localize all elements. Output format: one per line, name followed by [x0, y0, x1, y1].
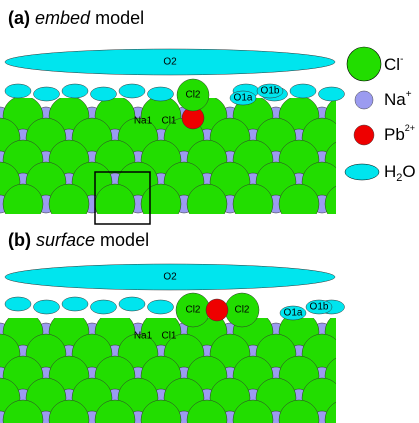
- site-label: Cl2: [185, 305, 200, 316]
- na-ion: [405, 323, 419, 341]
- site-label: Na1: [134, 116, 153, 127]
- legend-label: H2O: [384, 162, 416, 183]
- cl-ion: [325, 184, 365, 224]
- cl-ion: [49, 184, 89, 224]
- lattice-a: [0, 96, 419, 224]
- na-ion: [382, 389, 400, 407]
- cl-ion: [233, 184, 273, 224]
- legend-label: Pb2+: [384, 123, 415, 144]
- water: [34, 87, 60, 101]
- cl-ion: [187, 184, 227, 224]
- site-label: O1b: [310, 302, 329, 313]
- water: [5, 84, 31, 98]
- na-ion: [382, 345, 400, 363]
- cl-ion: [371, 184, 411, 224]
- na-ion: [405, 367, 419, 385]
- water: [62, 84, 88, 98]
- legend-label: Cl-: [384, 54, 403, 75]
- site-label: Cl2: [234, 305, 249, 316]
- figure: (a) embed model (b) surface model Cl- Na…: [0, 0, 419, 423]
- water: [319, 87, 345, 101]
- site-label: O2: [163, 57, 177, 68]
- panel-title: (a) embed model: [8, 8, 144, 28]
- na-ion: [405, 107, 419, 125]
- site-label: Cl2: [185, 90, 200, 101]
- cl-ion: [95, 184, 135, 224]
- water: [119, 84, 145, 98]
- na-ion: [336, 389, 354, 407]
- cl-ion: [371, 312, 411, 352]
- legend-label: Na+: [384, 89, 412, 110]
- site-label: O1b: [261, 86, 280, 97]
- water: [34, 300, 60, 314]
- water: [5, 297, 31, 311]
- site-label: O2: [163, 272, 177, 283]
- legend-water: [345, 164, 379, 180]
- water: [62, 297, 88, 311]
- cl-ion: [394, 378, 419, 418]
- na-ion: [359, 323, 377, 341]
- water: [290, 84, 316, 98]
- cl-ion: [279, 184, 319, 224]
- legend-pb: [354, 125, 374, 145]
- water: [119, 297, 145, 311]
- site-label: Na1: [134, 331, 153, 342]
- na-ion: [359, 411, 377, 423]
- water: [148, 87, 174, 101]
- na-ion: [336, 129, 354, 147]
- cl-ion: [348, 378, 388, 418]
- na-ion: [359, 367, 377, 385]
- water: [91, 300, 117, 314]
- legend-na: [355, 91, 373, 109]
- cl-ion: [3, 184, 43, 224]
- na-ion: [405, 195, 419, 213]
- site-label: Cl1: [161, 116, 176, 127]
- na-ion: [359, 195, 377, 213]
- na-ion: [359, 107, 377, 125]
- legend-cl: [347, 47, 381, 81]
- na-ion: [405, 411, 419, 423]
- cl-ion: [371, 400, 411, 423]
- site-label: O1a: [284, 308, 303, 319]
- water: [148, 300, 174, 314]
- na-ion: [336, 345, 354, 363]
- panel-title: (b) surface model: [8, 230, 149, 250]
- lattice-b: [0, 312, 419, 423]
- cl-ion: [371, 356, 411, 396]
- site-label: Cl1: [161, 331, 176, 342]
- cl-ion: [348, 334, 388, 374]
- site-label: O1a: [234, 93, 253, 104]
- pb-ion: [206, 299, 228, 321]
- cl-ion: [394, 334, 419, 374]
- cl-ion: [141, 184, 181, 224]
- water: [91, 87, 117, 101]
